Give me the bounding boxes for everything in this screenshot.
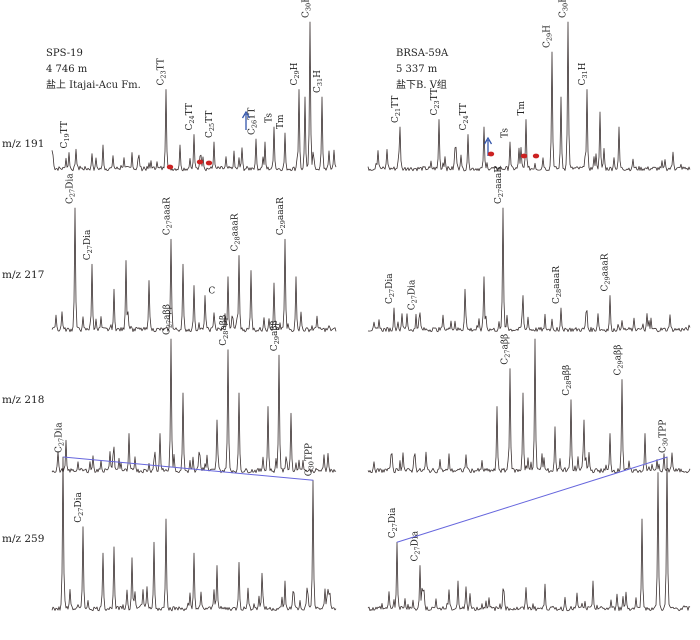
peak-label-4-2-0: C27Dia [388,507,399,538]
sample-formation-right: 盐下B. V组 [396,78,447,91]
peak-label-3-1-4: C27aββ [162,304,173,335]
peak-labels-layer: C19TTC23TTC24TTC25TTC26TTTsTmC29HC30HC31… [54,0,669,562]
mz-label-218: m/z 218 [2,394,44,406]
peak-label-3-2-10: C29aββ [613,345,624,376]
sample-depth-right: 5 337 m [396,64,438,75]
peak-label-1-1-8: C26TT [248,108,259,135]
peak-label-2-2-7: C28aaaR [552,266,563,304]
peak-label-1-2-6: C29H [543,25,554,48]
header-left: SPS-19 4 746 m 盐上 Itajai-Acu Fm. [46,48,141,91]
red-marker-6 [532,153,540,159]
peak-label-2-2-4: C27aaaR [494,166,505,204]
peak-label-2-2-0: C27Dia [385,273,396,304]
trace-row2-panel2 [367,207,691,333]
red-marker-1 [166,164,174,170]
peak-label-4-2-1: C27Dia [411,530,422,561]
sample-depth-left: 4 746 m [46,64,88,75]
peak-label-1-2-2: C24TT [459,103,470,130]
red-marker-2 [196,159,204,165]
peak-label-2-1-0: C27Dia [66,173,77,204]
peak-label-1-2-1: C23TT [430,88,441,115]
peak-label-4-2-8: C30TPP [659,420,670,453]
peak-label-3-1-7: C28aββ [219,315,230,346]
peak-label-4-1-0: C27Dia [54,422,65,453]
peak-label-1-2-0: C21TT [391,96,402,123]
peak-label-1-1-12: C29H [290,62,301,85]
traces-layer [51,21,691,612]
peak-label-3-2-3: C27aββ [501,334,512,365]
mz-label-259: m/z 259 [2,533,44,545]
peak-label-2-1-1: C27Dia [83,229,94,260]
red-marker-3 [205,160,213,166]
peak-label-1-1-10: Ts [265,113,275,123]
peak-label-4-1-12: C30TPP [304,443,315,476]
sample-formation-left: 盐上 Itajai-Acu Fm. [46,78,141,91]
trace-row1-panel1 [51,21,337,172]
peak-label-2-1-5: C27aaaR [162,197,173,235]
peak-label-3-1-10: C29aββ [270,320,281,351]
trace-row3-panel2 [367,338,691,474]
sample-name-left: SPS-19 [46,48,83,59]
peak-label-1-2-9: C31H [578,62,589,85]
peak-label-1-1-0: C19TT [60,121,71,148]
peak-label-1-1-14: C30H [301,0,312,18]
tpp-link-right [396,456,668,543]
peak-label-2-1-10: C28aaaR [230,213,241,251]
peak-label-2-2-9: C29aaaR [601,253,612,291]
peak-label-1-1-15: C31H [313,70,324,93]
tpp-link-left [63,456,314,481]
red-marker-5 [520,153,528,159]
peak-label-2-2-1: C27Dia [407,279,418,310]
trace-row4-panel2 [367,456,691,612]
header-right: BRSA-59A 5 337 m 盐下B. V组 [396,48,449,91]
peak-label-2-1-13: C29aaaR [276,197,287,235]
arrow-ts-left [241,110,251,130]
annotations-layer [63,110,668,543]
peak-label-1-2-5: Tm [517,100,527,115]
peak-label-3-2-7: C28aββ [562,365,573,396]
peak-label-1-1-11: Tm [276,114,286,129]
peak-label-1-1-6: C25TT [205,111,216,138]
mz-label-217: m/z 217 [2,269,44,281]
mz-label-191: m/z 191 [2,138,44,150]
trace-row2-panel1 [51,207,337,333]
peak-label-2-1-8: C [208,287,215,297]
peak-label-1-2-4: Ts [501,128,511,138]
peak-label-1-1-3: C23TT [157,58,168,85]
peak-label-4-1-1: C27Dia [74,492,85,523]
peak-label-1-2-8: C30H [559,0,570,18]
trace-row4-panel1 [51,456,337,612]
red-marker-4 [487,151,495,157]
trace-row3-panel1 [51,338,337,474]
sample-name-right: BRSA-59A [396,48,449,59]
trace-row1-panel2 [367,21,691,172]
peak-label-1-1-5: C24TT [185,103,196,130]
